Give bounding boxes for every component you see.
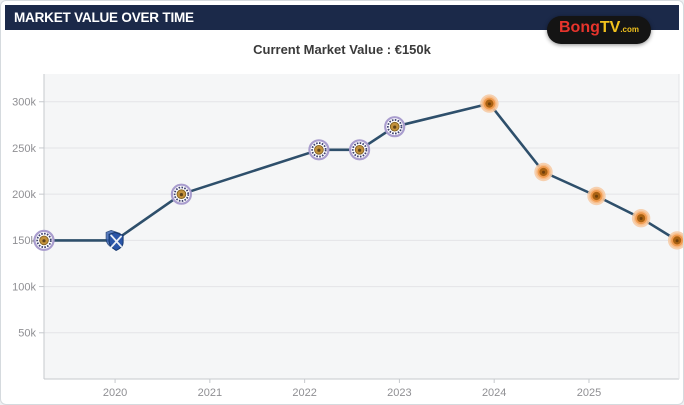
crest-emblem-dot — [42, 239, 46, 243]
crest-emblem-dot — [675, 239, 679, 243]
data-point-marker[interactable] — [667, 231, 684, 250]
y-tick-label: 150k — [12, 235, 36, 247]
data-point-marker[interactable] — [105, 229, 124, 251]
plot-area — [44, 74, 679, 379]
page-title: MARKET VALUE OVER TIME — [14, 10, 194, 25]
bongtv-logo[interactable]: BongTV.com — [547, 16, 651, 44]
crest-emblem-dot — [639, 217, 643, 220]
y-tick-label: 200k — [12, 189, 36, 201]
x-tick-label: 2020 — [103, 387, 127, 399]
data-point-marker[interactable] — [480, 94, 499, 113]
x-tick-label: 2021 — [198, 387, 222, 399]
crest-emblem-dot — [542, 170, 545, 174]
crest-emblem-dot — [393, 125, 397, 129]
y-tick-label: 50k — [18, 328, 36, 340]
data-point-marker[interactable] — [33, 229, 55, 251]
data-point-marker[interactable] — [587, 186, 606, 206]
y-tick-label: 100k — [12, 281, 36, 293]
logo-text-com: .com — [620, 25, 639, 34]
crest-emblem-dot — [358, 148, 362, 152]
data-point-marker[interactable] — [308, 139, 330, 161]
y-tick-label: 250k — [12, 143, 36, 155]
data-point-marker[interactable] — [534, 162, 553, 182]
y-tick-label: 300k — [12, 97, 36, 109]
x-tick-label: 2023 — [387, 387, 411, 399]
market-value-chart: 50k 100k 150k 200k 250k 300k 2020 2021 2022 2023 2… — [12, 74, 684, 399]
current-market-value-label: Current Market Value : €150k — [253, 42, 431, 57]
data-point-marker[interactable] — [631, 209, 651, 228]
crest-emblem-dot — [317, 148, 321, 152]
shield-cross-pattern — [110, 234, 122, 249]
data-point-marker[interactable] — [170, 183, 192, 205]
logo-text-bong: Bong — [559, 19, 600, 36]
logo-text-tv: TV — [599, 19, 621, 36]
crest-emblem-dot — [595, 194, 598, 198]
x-tick-label: 2025 — [577, 387, 601, 399]
crest-emblem-dot — [487, 102, 491, 106]
data-point-marker[interactable] — [349, 139, 371, 161]
x-tick-label: 2022 — [292, 387, 316, 399]
crest-emblem-dot — [179, 193, 183, 197]
data-point-marker[interactable] — [384, 116, 406, 138]
x-tick-label: 2024 — [482, 387, 506, 399]
